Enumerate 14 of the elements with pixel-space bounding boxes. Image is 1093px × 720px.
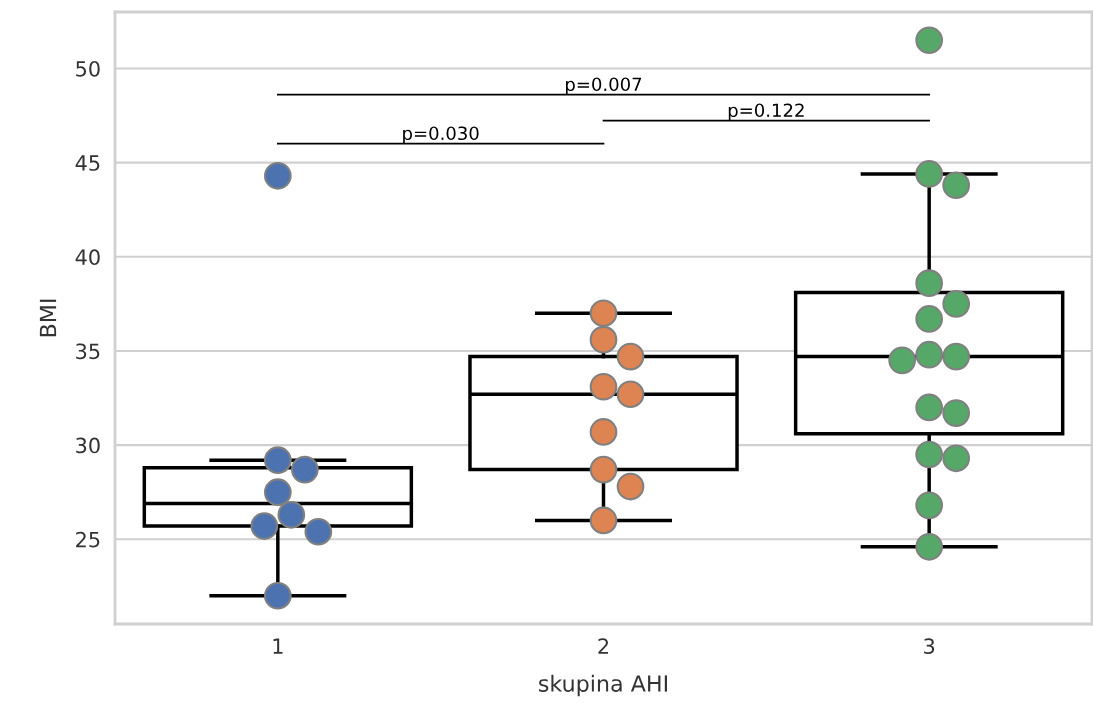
y-tick-label: 45 [75,155,100,171]
y-tick-label: 25 [76,531,100,548]
y-tick-label: 50 [76,60,100,77]
x-tick-label: 3 [924,638,935,655]
y-tick-label: 40 [75,249,100,266]
x-tick-label: 2 [598,638,609,654]
annotation: p=0.007 [566,77,642,95]
annotation: p=0.030 [403,126,479,144]
x-axis-title: skupina AHI [539,674,667,697]
x-tick-label: 1 [273,638,283,654]
y-tick-label: 30 [76,437,100,454]
y-tick-label: 35 [76,343,100,360]
y-axis-title: BMI [39,299,57,337]
annotation: p=0.122 [728,103,804,121]
